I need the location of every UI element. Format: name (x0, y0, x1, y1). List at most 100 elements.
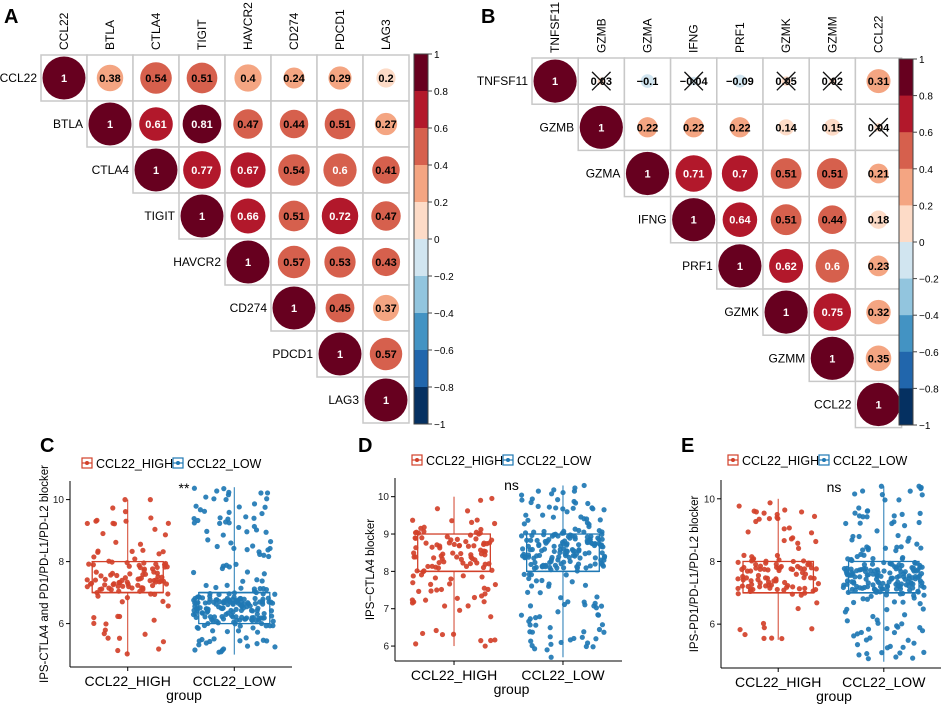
data-point (126, 584, 132, 590)
correlation-value: 0.31 (868, 76, 889, 88)
x-axis-title: group (816, 688, 852, 704)
correlation-value: 0.24 (283, 73, 305, 85)
data-point (95, 593, 101, 599)
correlation-value: 0.22 (729, 122, 750, 134)
data-point (599, 562, 606, 568)
data-point (468, 552, 474, 558)
data-point (221, 486, 227, 492)
data-point (798, 509, 805, 515)
data-point (898, 544, 904, 550)
data-point (98, 573, 104, 579)
correlation-value: 0.72 (329, 211, 350, 223)
data-point (116, 588, 122, 594)
data-point (463, 563, 470, 569)
data-point (448, 537, 454, 543)
data-point (223, 611, 229, 618)
data-point (429, 563, 435, 569)
data-point (258, 490, 264, 496)
correlation-value: 0.37 (375, 303, 396, 315)
data-point (548, 556, 555, 562)
colorbar-tick-label: 0.6 (919, 128, 933, 139)
data-point (102, 627, 108, 633)
correlation-value: 0.6 (332, 165, 347, 177)
data-point (433, 627, 439, 634)
nonsignificant-cross (684, 71, 704, 91)
data-point (91, 554, 97, 560)
data-point (795, 605, 801, 612)
data-point (524, 537, 530, 543)
data-point (846, 572, 853, 578)
data-point (917, 625, 923, 631)
correlation-circle (318, 332, 362, 376)
colorbar-bin (414, 276, 428, 314)
data-point (444, 534, 450, 540)
data-point (110, 505, 116, 511)
data-point (160, 598, 166, 605)
data-point (261, 571, 267, 577)
data-point (123, 518, 129, 524)
data-point (774, 514, 780, 521)
data-point (576, 542, 582, 548)
data-point (102, 576, 108, 582)
data-point (467, 532, 474, 538)
data-point (451, 541, 457, 548)
correlation-circle (364, 378, 408, 422)
data-point (436, 559, 442, 566)
data-point (152, 591, 158, 597)
data-point (536, 541, 542, 548)
data-point (261, 615, 267, 621)
correlation-circle (625, 151, 670, 196)
data-point (94, 517, 100, 523)
row-label: GZMM (769, 351, 806, 365)
legend-item: CCL22_HIGH (81, 457, 173, 471)
data-point (224, 628, 230, 635)
colorbar-tick-label: 0 (919, 238, 925, 249)
data-point (431, 555, 437, 561)
data-point (884, 607, 890, 613)
data-point (915, 589, 921, 595)
data-point (194, 624, 200, 631)
data-point (887, 560, 893, 567)
data-point (488, 637, 494, 644)
row-label: GZMA (586, 167, 621, 181)
data-point (601, 629, 607, 635)
data-point (242, 616, 249, 622)
data-point (900, 644, 906, 650)
correlation-value: 1 (383, 395, 389, 407)
data-point (883, 592, 890, 598)
data-point (160, 639, 167, 645)
data-point (251, 501, 258, 507)
colorbar-bin (899, 59, 913, 97)
row-label: GZMK (724, 305, 759, 319)
data-point (881, 559, 887, 566)
data-point (763, 560, 769, 566)
data-point (592, 561, 598, 567)
data-point (908, 580, 914, 586)
data-point (458, 550, 464, 557)
data-point (562, 550, 568, 556)
data-point (92, 577, 99, 583)
significance-label: ns (827, 479, 842, 495)
data-point (575, 561, 582, 567)
colorbar-bin (899, 95, 913, 133)
data-point (572, 536, 578, 542)
row-label: IFNG (638, 213, 667, 227)
colorbar-bin (414, 239, 428, 277)
box-CCL22_HIGH: CCL22_HIGH (735, 498, 821, 690)
correlation-circle (683, 117, 704, 138)
legend-label: CCL22_LOW (833, 454, 908, 468)
data-point (458, 556, 464, 562)
column-label: CD274 (287, 12, 301, 50)
data-point (921, 584, 927, 590)
data-point (266, 553, 272, 560)
data-point (448, 576, 454, 582)
data-point (581, 629, 587, 635)
data-point (548, 567, 554, 573)
data-point (871, 586, 878, 592)
data-point (191, 485, 198, 491)
data-point (766, 515, 773, 522)
data-point (217, 515, 223, 521)
data-point (571, 488, 578, 494)
data-point (474, 517, 480, 523)
data-point (193, 614, 199, 620)
